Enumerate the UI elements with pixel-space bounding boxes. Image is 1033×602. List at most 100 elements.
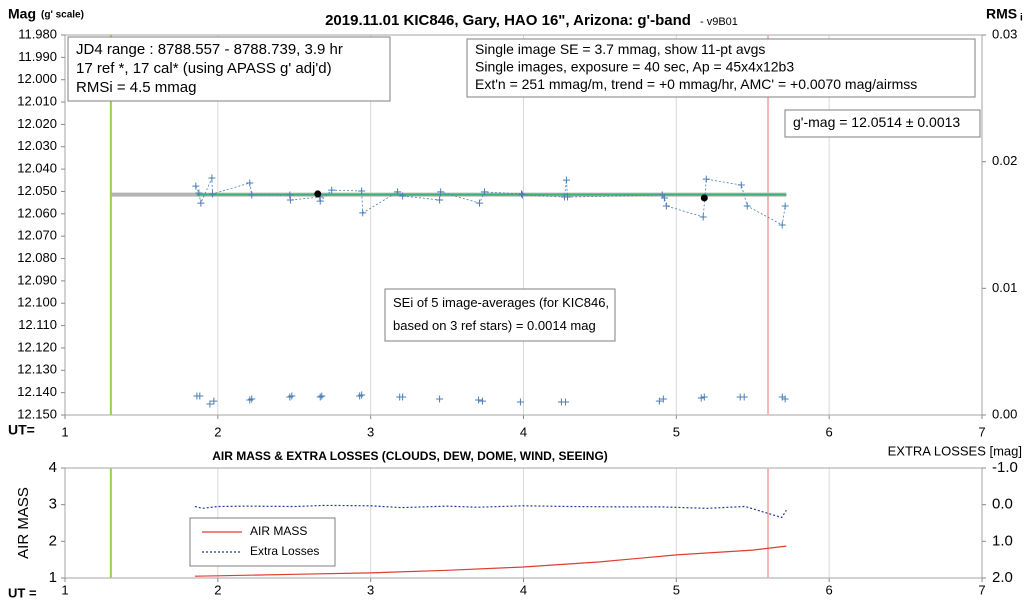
y-tick-label: 3 <box>49 496 57 513</box>
y-tick-label: 12.060 <box>17 205 57 220</box>
legend: AIR MASS Extra Losses <box>189 517 336 567</box>
series-line <box>194 504 787 519</box>
series-line <box>195 177 786 226</box>
data-point <box>562 398 570 406</box>
data-point <box>518 190 526 198</box>
annotation-text: JD4 range : 8788.557 - 8788.739, 3.9 hr <box>76 41 343 58</box>
x-tick-label: 4 <box>520 582 527 597</box>
y-tick-label: 12.130 <box>17 362 57 377</box>
y-axis-label-note: (g' scale) <box>41 10 84 21</box>
y-tick-label: 1 <box>49 569 57 586</box>
y-tick-label: 12.050 <box>17 183 57 198</box>
y-tick-label: 4 <box>49 459 57 476</box>
data-point <box>210 397 218 405</box>
legend-box <box>189 517 336 567</box>
y-tick-label: 11.990 <box>18 49 57 64</box>
data-point <box>781 395 789 403</box>
legend-label: AIR MASS <box>250 524 307 538</box>
annotation-box <box>466 38 976 98</box>
y-tick-label: 12.120 <box>17 339 57 354</box>
y2-tick-label: 0.03 <box>992 26 1017 41</box>
data-point <box>781 202 789 210</box>
annotation-text: RMSi = 4.5 mmag <box>76 79 196 96</box>
data-point <box>359 209 367 217</box>
x-tick-label: 4 <box>520 424 527 439</box>
data-point <box>436 196 444 204</box>
data-point <box>195 189 203 197</box>
x-tick-label: 7 <box>978 582 985 597</box>
x-tick-label: 5 <box>673 582 680 597</box>
data-point <box>516 398 524 406</box>
annotation-text: 17 ref *, 17 cal* (using APASS g' adj'd) <box>76 60 332 77</box>
y2-tick-label: 0.01 <box>992 280 1017 295</box>
y-tick-label: 11.980 <box>18 26 57 41</box>
data-point <box>743 202 751 210</box>
x-tick-label: 1 <box>61 424 68 439</box>
y-tick-label: 2 <box>49 532 57 549</box>
y-tick-label: 12.020 <box>17 116 57 131</box>
data-point <box>316 197 324 205</box>
x-tick-label: 5 <box>673 424 680 439</box>
annotation-box <box>67 36 391 102</box>
x-tick-label: 3 <box>367 582 374 597</box>
y2-tick-label: 0.0 <box>992 496 1013 513</box>
data-point <box>659 395 667 403</box>
annotation: g'-mag = 12.0514 ± 0.0013 <box>784 109 981 138</box>
chart-subtitle: - v9B01 <box>700 16 738 28</box>
y-tick-label: 12.070 <box>17 228 57 243</box>
y-axis-label: Mag <box>8 6 36 22</box>
y2-axis-label-note: i <box>1020 13 1023 24</box>
x-tick-label: 1 <box>61 582 68 597</box>
data-point <box>655 397 663 405</box>
data-point <box>518 191 526 199</box>
data-point <box>246 179 254 187</box>
data-point <box>208 190 216 198</box>
y-axis-label: AIR MASS <box>15 487 32 559</box>
y2-axis-label: EXTRA LOSSES [mag] <box>888 443 1022 458</box>
data-point <box>475 199 483 207</box>
data-point <box>248 395 256 403</box>
data-point <box>697 394 705 402</box>
plot-frame <box>64 467 983 579</box>
annotation-text: Single images, exposure = 40 sec, Ap = 4… <box>475 59 794 75</box>
x-axis-label: UT= <box>8 422 35 438</box>
data-point <box>318 392 326 400</box>
data-point <box>481 188 489 196</box>
data-point <box>562 176 570 184</box>
x-tick-label: 2 <box>214 424 221 439</box>
data-point <box>436 395 444 403</box>
data-point <box>196 392 204 400</box>
y2-tick-label: 0.02 <box>992 153 1017 168</box>
y2-tick-label: 0.00 <box>992 406 1017 421</box>
y-tick-label: 12.000 <box>17 71 57 86</box>
annotation-text: Single image SE = 3.7 mmag, show 11-pt a… <box>475 41 765 57</box>
x-tick-label: 6 <box>826 582 833 597</box>
annotation: SEi of 5 image-averages (for KIC846, base… <box>384 288 616 342</box>
data-point <box>394 188 402 196</box>
y2-tick-label: 1.0 <box>992 532 1013 549</box>
plot-frame <box>64 34 983 416</box>
x-tick-label: 6 <box>826 424 833 439</box>
y-tick-label: 12.110 <box>18 317 57 332</box>
data-point <box>288 392 296 400</box>
x-tick-label: 2 <box>214 582 221 597</box>
y2-axis-label: RMS <box>986 6 1017 22</box>
data-point <box>197 199 205 207</box>
data-point <box>286 191 294 199</box>
y-tick-label: 12.040 <box>17 161 57 176</box>
data-point <box>660 194 668 202</box>
data-point <box>737 181 745 189</box>
annotation-box <box>384 288 616 342</box>
y-tick-label: 12.100 <box>17 295 57 310</box>
annotation-text: SEi of 5 image-averages (for KIC846, <box>393 295 609 310</box>
x-tick-label: 7 <box>978 424 985 439</box>
y2-tick-label: -1.0 <box>992 459 1018 476</box>
annotation-box <box>784 109 981 138</box>
x-tick-label: 3 <box>367 424 374 439</box>
data-point <box>206 400 214 408</box>
average-point <box>700 194 708 202</box>
data-point <box>479 397 487 405</box>
y-tick-label: 12.010 <box>17 93 57 108</box>
data-point <box>437 188 445 196</box>
